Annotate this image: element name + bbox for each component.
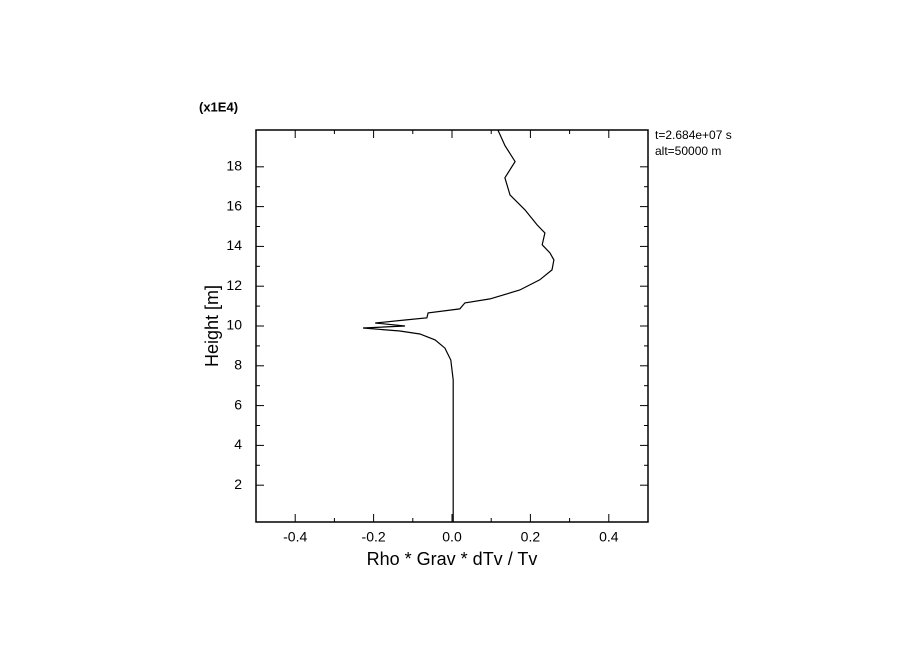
x-tick-label: 0.2 xyxy=(521,529,541,545)
y-tick-label: 2 xyxy=(234,476,242,492)
y-axis-label: Height [m] xyxy=(202,285,222,367)
plot-frame xyxy=(255,129,649,523)
x-tick-label: 0.4 xyxy=(599,529,619,545)
annotation: alt=50000 m xyxy=(655,144,721,158)
x-tick-label: -0.2 xyxy=(362,529,386,545)
y-tick-label: 6 xyxy=(234,396,242,412)
y-tick-label: 16 xyxy=(226,197,242,213)
x-tick-label: 0.0 xyxy=(442,529,462,545)
y-tick-label: 12 xyxy=(226,277,242,293)
y-tick-label: 8 xyxy=(234,357,242,373)
y-tick-label: 14 xyxy=(226,237,242,253)
axis-multiplier: (x1E4) xyxy=(199,99,238,114)
y-tick-label: 10 xyxy=(226,317,242,333)
y-tick-label: 4 xyxy=(234,436,242,452)
x-axis-label: Rho * Grav * dTv / Tv xyxy=(367,549,538,569)
y-tick-label: 18 xyxy=(226,158,242,174)
annotation: t=2.684e+07 s xyxy=(655,128,732,142)
x-tick-label: -0.4 xyxy=(283,529,307,545)
profile-line xyxy=(362,129,555,522)
